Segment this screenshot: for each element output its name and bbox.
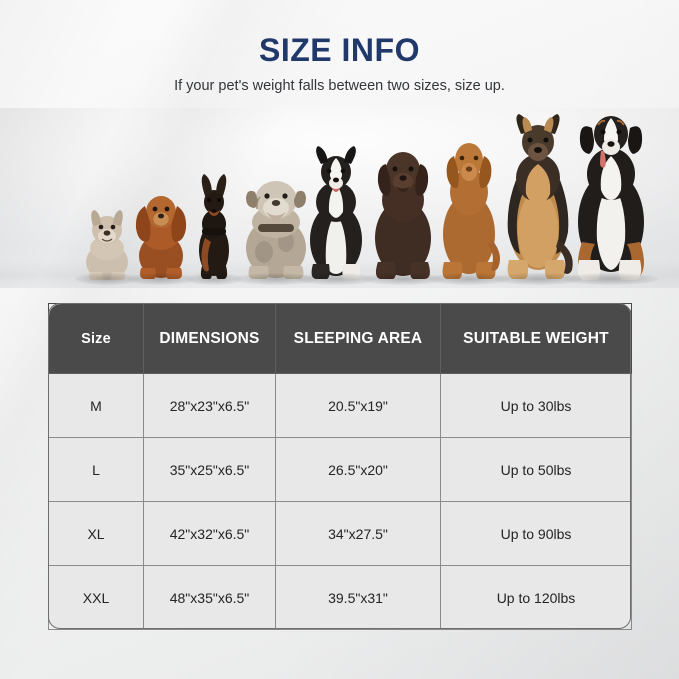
cell-dimensions: 48"x35"x6.5"	[143, 565, 276, 630]
dog-cavalier-spaniel	[126, 182, 196, 285]
size-table-head: Size DIMENSIONS SLEEPING AREA SUITABLE W…	[48, 303, 632, 374]
table-row: XL 42"x32"x6.5" 34"x27.5" Up to 90lbs	[48, 501, 632, 566]
table-row: M 28"x23"x6.5" 20.5"x19" Up to 30lbs	[48, 373, 632, 438]
dog-chocolate-labrador	[361, 134, 445, 285]
dog-bernese-mountain-dog	[562, 108, 660, 285]
dog-german-shepherd	[493, 114, 583, 285]
cell-sleeping-area: 34"x27.5"	[275, 501, 441, 566]
table-row: XXL 48"x35"x6.5" 39.5"x31" Up to 120lbs	[48, 565, 632, 630]
cell-suitable-weight: Up to 50lbs	[440, 437, 632, 502]
table-row: L 35"x25"x6.5" 26.5"x20" Up to 50lbs	[48, 437, 632, 502]
page-title: SIZE INFO	[259, 32, 420, 68]
size-table: Size DIMENSIONS SLEEPING AREA SUITABLE W…	[48, 303, 632, 630]
dog-french-bulldog	[74, 202, 140, 285]
cell-suitable-weight: Up to 90lbs	[440, 501, 632, 566]
cell-sleeping-area: 20.5"x19"	[275, 373, 441, 438]
dog-border-collie	[295, 140, 377, 285]
cell-sleeping-area: 26.5"x20"	[275, 437, 441, 502]
cell-size: XXL	[48, 565, 144, 630]
cell-sleeping-area: 39.5"x31"	[275, 565, 441, 630]
page-subtitle: If your pet's weight falls between two s…	[174, 78, 505, 94]
header-block: SIZE INFO If your pet's weight falls bet…	[0, 30, 679, 97]
cell-dimensions: 28"x23"x6.5"	[143, 373, 276, 438]
cell-size: XL	[48, 501, 144, 566]
size-table-body: M 28"x23"x6.5" 20.5"x19" Up to 30lbs L 3…	[48, 373, 632, 630]
dog-vizsla	[427, 128, 511, 285]
dog-english-bulldog	[233, 172, 319, 285]
cell-suitable-weight: Up to 120lbs	[440, 565, 632, 630]
cell-suitable-weight: Up to 30lbs	[440, 373, 632, 438]
column-header-suitable-weight: SUITABLE WEIGHT	[440, 303, 632, 374]
column-header-size: Size	[48, 303, 144, 374]
cell-size: L	[48, 437, 144, 502]
dog-miniature-pinscher	[184, 168, 244, 285]
cell-size: M	[48, 373, 144, 438]
column-header-sleeping-area: SLEEPING AREA	[275, 303, 441, 374]
dog-lineup-photo	[0, 108, 679, 288]
column-header-dimensions: DIMENSIONS	[143, 303, 276, 374]
cell-dimensions: 42"x32"x6.5"	[143, 501, 276, 566]
cell-dimensions: 35"x25"x6.5"	[143, 437, 276, 502]
table-header-row: Size DIMENSIONS SLEEPING AREA SUITABLE W…	[48, 303, 632, 374]
